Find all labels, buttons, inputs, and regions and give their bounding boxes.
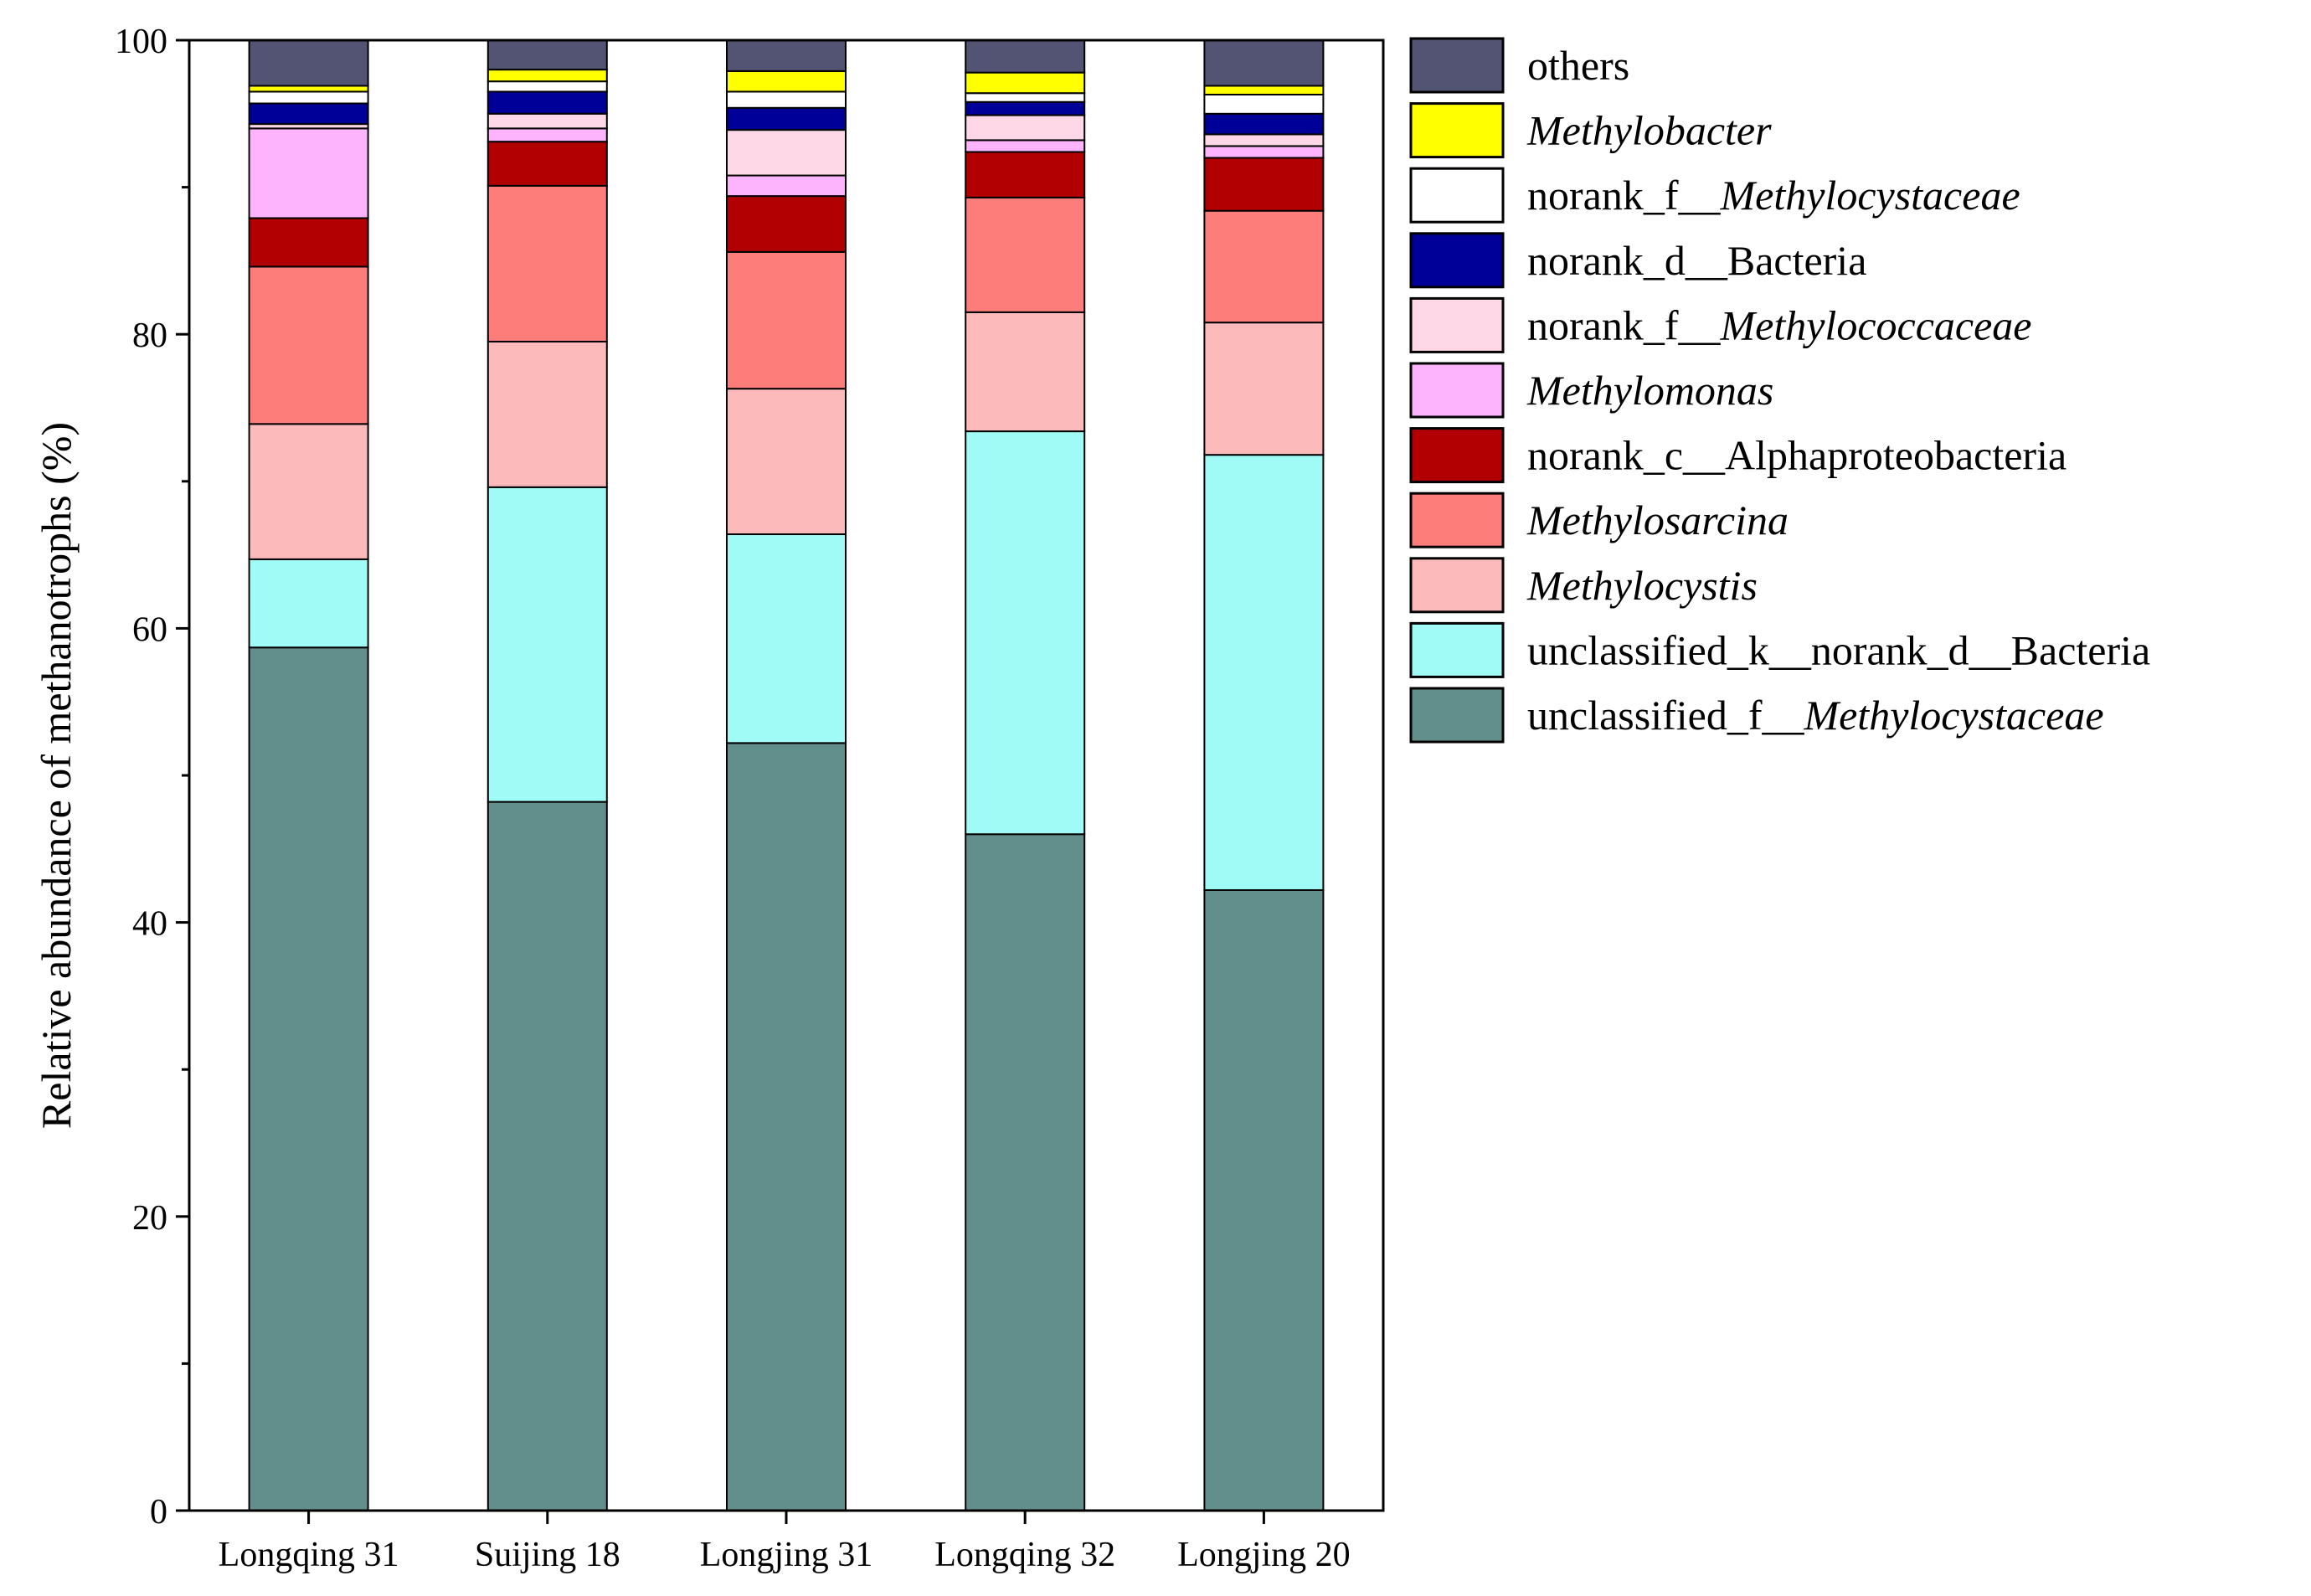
y-tick-label: 20 (132, 1199, 167, 1238)
bar-segment-4-5 (965, 151, 1086, 198)
legend-label: Methylobacter (1526, 107, 1772, 154)
bar-segment-5-2 (1203, 454, 1325, 891)
bar-segment-1-3 (248, 423, 369, 560)
legend-label: unclassified_f__Methylocystaceae (1527, 692, 2104, 739)
bar-segment-5-4 (1203, 209, 1325, 324)
bar-segment-4-11 (965, 39, 1086, 74)
bar-segment-2-9 (486, 80, 608, 93)
x-tick-label: Suijing 18 (475, 1536, 620, 1574)
bar-segment-2-1 (486, 801, 608, 1511)
legend-swatch (1409, 296, 1505, 353)
bar-segment-4-1 (965, 833, 1086, 1511)
bar-segment-5-7 (1203, 133, 1325, 147)
bar-segment-1-5 (248, 217, 369, 268)
bar-segment-5-11 (1203, 39, 1325, 87)
bar-segment-2-7 (486, 112, 608, 130)
legend-swatch (1409, 687, 1505, 744)
bar-segment-4-2 (965, 430, 1086, 836)
legend-label: Methylosarcina (1526, 497, 1789, 543)
bar-segment-3-5 (726, 195, 847, 253)
legend-label: Methylocystis (1526, 562, 1758, 609)
legend-label: unclassified_k__norank_d__Bacteria (1527, 626, 2150, 673)
legend-label: Methylomonas (1526, 367, 1773, 414)
x-tick-label: Longjing 31 (700, 1536, 873, 1574)
bar-segment-2-11 (486, 39, 608, 71)
bar-segment-1-11 (248, 39, 369, 87)
legend-swatch (1409, 37, 1505, 94)
bar-segment-1-9 (248, 90, 369, 105)
bar-segment-1-4 (248, 265, 369, 425)
legend-swatch (1409, 102, 1505, 159)
bar-segment-2-5 (486, 141, 608, 187)
x-tick-label: Longqing 32 (934, 1536, 1115, 1574)
bar-segment-3-10 (726, 70, 847, 93)
legend-label: norank_f__Methylococcaceae (1527, 301, 2031, 348)
bar-segment-1-2 (248, 558, 369, 649)
bar-segment-1-6 (248, 127, 369, 219)
bar-segment-1-1 (248, 646, 369, 1511)
bar-segment-3-9 (726, 90, 847, 109)
x-tick-label: Longqing 31 (219, 1536, 399, 1574)
bar-segment-4-9 (965, 92, 1086, 103)
bars-layer (248, 39, 1325, 1511)
bar-segment-2-4 (486, 184, 608, 342)
legend-label: norank_c__Alphaproteobacteria (1527, 432, 2067, 479)
y-tick-label: 100 (115, 23, 167, 61)
bar-segment-4-7 (965, 114, 1086, 142)
bar-segment-1-8 (248, 102, 369, 126)
bar-segment-4-10 (965, 71, 1086, 95)
legend-swatch (1409, 232, 1505, 289)
legend-swatch (1409, 557, 1505, 614)
y-tick-label: 60 (132, 610, 167, 649)
bar-segment-3-3 (726, 388, 847, 536)
bar-segment-2-8 (486, 90, 608, 115)
bar-segment-3-4 (726, 250, 847, 390)
bar-segment-4-4 (965, 196, 1086, 313)
x-axis: Longqing 31 Suijing 18 Longjing 31 Longqing… (219, 1511, 1351, 1574)
bar-segment-5-1 (1203, 888, 1325, 1511)
bar-segment-5-6 (1203, 145, 1325, 159)
x-tick-label: Longjing 20 (1177, 1536, 1351, 1574)
bar-segment-5-5 (1203, 157, 1325, 212)
y-tick-label: 80 (132, 317, 167, 355)
legend-label: others (1527, 42, 1629, 89)
bar-segment-3-8 (726, 106, 847, 131)
bar-segment-2-10 (486, 69, 608, 83)
bar-segment-3-1 (726, 742, 847, 1511)
bar-segment-2-6 (486, 127, 608, 143)
y-axis: 0 20 40 60 80 100 (115, 23, 189, 1532)
legend-swatch (1409, 427, 1505, 484)
legend-swatch (1409, 621, 1505, 678)
bar-segment-5-8 (1203, 112, 1325, 136)
bar-segment-3-7 (726, 129, 847, 177)
legend-swatch (1409, 167, 1505, 224)
bar-segment-1-10 (248, 85, 369, 93)
y-tick-label: 40 (132, 905, 167, 944)
bar-segment-3-6 (726, 174, 847, 198)
legend-swatch (1409, 362, 1505, 419)
legend: others Methylobacter norank_f__Methylocyst… (1409, 37, 2150, 744)
bar-segment-4-3 (965, 311, 1086, 433)
legend-label: norank_f__Methylocystaceae (1527, 172, 2020, 219)
bar-segment-5-3 (1203, 322, 1325, 456)
bar-segment-3-2 (726, 533, 847, 744)
bar-segment-2-2 (486, 486, 608, 803)
bar-segment-2-3 (486, 340, 608, 488)
bar-segment-4-6 (965, 139, 1086, 153)
legend-swatch (1409, 492, 1505, 548)
bar-segment-3-11 (726, 39, 847, 72)
bar-segment-5-9 (1203, 93, 1325, 115)
bar-segment-4-8 (965, 100, 1086, 116)
legend-label: norank_d__Bacteria (1527, 237, 1866, 284)
y-axis-title: Relative abundance of methanotrophs (%) (33, 422, 80, 1129)
y-tick-label: 0 (150, 1493, 167, 1532)
bar-segment-5-10 (1203, 85, 1325, 95)
